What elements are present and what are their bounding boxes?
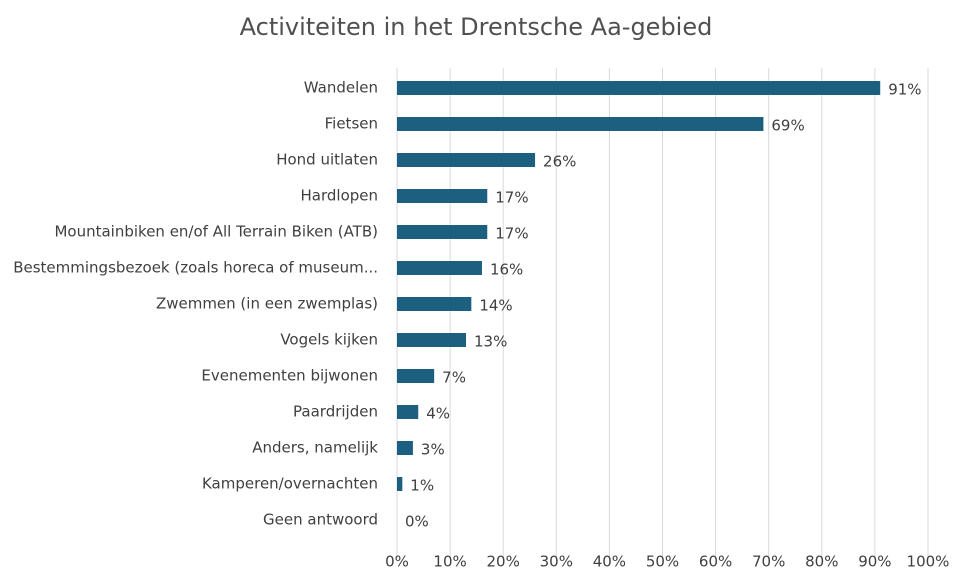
bar — [397, 405, 419, 419]
x-tick-label: 20% — [487, 553, 520, 571]
data-label: 0% — [405, 513, 429, 531]
chart-title: Activiteiten in het Drentsche Aa-gebied — [240, 13, 713, 41]
data-label: 16% — [490, 261, 523, 279]
bar — [397, 261, 482, 275]
bar — [397, 441, 413, 455]
y-tick-label: Paardrijden — [293, 403, 378, 421]
y-tick-label: Wandelen — [304, 79, 378, 97]
x-tick-label: 50% — [646, 553, 679, 571]
y-tick-label: Zwemmen (in een zwemplas) — [156, 295, 378, 313]
data-label: 26% — [543, 153, 576, 171]
y-tick-label: Fietsen — [325, 115, 378, 133]
data-label: 7% — [442, 369, 466, 387]
y-tick-label: Bestemmingsbezoek (zoals horeca of museu… — [13, 259, 378, 277]
bar — [397, 333, 467, 347]
x-tick-label: 100% — [907, 553, 950, 571]
data-label: 13% — [474, 333, 507, 351]
x-tick-label: 80% — [805, 553, 838, 571]
x-tick-label: 0% — [385, 553, 409, 571]
bar — [397, 117, 764, 131]
y-tick-label: Mountainbiken en/of All Terrain Biken (A… — [54, 223, 378, 241]
x-tick-label: 40% — [593, 553, 626, 571]
x-tick-label: 60% — [699, 553, 732, 571]
y-tick-label: Evenementen bijwonen — [201, 367, 378, 385]
y-tick-label: Kamperen/overnachten — [202, 475, 378, 493]
x-tick-label: 90% — [858, 553, 891, 571]
x-tick-label: 70% — [752, 553, 785, 571]
bar — [397, 477, 403, 491]
data-label: 17% — [495, 225, 528, 243]
bar — [397, 81, 881, 95]
data-label: 3% — [421, 441, 445, 459]
data-label: 1% — [410, 477, 434, 495]
bar — [397, 369, 435, 383]
y-tick-label: Hond uitlaten — [276, 151, 378, 169]
data-label: 69% — [771, 117, 804, 135]
data-label: 4% — [426, 405, 450, 423]
bar — [397, 153, 536, 167]
bar — [397, 297, 472, 311]
y-tick-label: Hardlopen — [301, 187, 379, 205]
data-label: 14% — [479, 297, 512, 315]
y-tick-label: Vogels kijken — [280, 331, 378, 349]
y-tick-label: Anders, namelijk — [252, 439, 378, 457]
x-tick-label: 30% — [540, 553, 573, 571]
x-tick-label: 10% — [433, 553, 466, 571]
data-label: 91% — [888, 81, 921, 99]
bar — [397, 225, 488, 239]
data-label: 17% — [495, 189, 528, 207]
bar — [397, 189, 488, 203]
y-tick-label: Geen antwoord — [263, 511, 378, 529]
